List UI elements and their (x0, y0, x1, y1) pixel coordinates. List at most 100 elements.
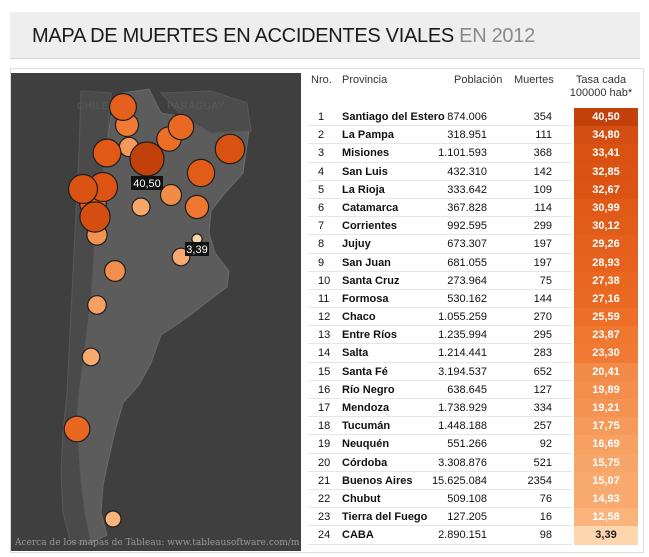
map-bubble[interactable] (167, 113, 195, 141)
row-number: 9 (318, 256, 325, 269)
table-row[interactable]: 23 Tierra del Fuego 127.205 16 12,58 (308, 508, 640, 527)
row-number: 5 (318, 183, 325, 196)
row-poblacion: 127.205 (447, 511, 487, 524)
table-row[interactable]: 21 Buenos Aires 15.625.084 2354 15,07 (308, 471, 640, 491)
header-provincia[interactable]: Provincia (342, 74, 388, 86)
row-provincia: Río Negro (342, 383, 395, 396)
map-bubble[interactable] (81, 347, 101, 367)
marker-label-text-min: 3,39 (186, 244, 207, 256)
row-tasa: 27,38 (574, 271, 638, 290)
map-panel[interactable]: CHILE PARAGUAY 40,50 3,39 Acerca de los … (11, 73, 301, 551)
row-muertes: 521 (533, 456, 552, 469)
page-title: MAPA DE MUERTES EN ACCIDENTES VIALES EN … (32, 25, 535, 48)
table-row[interactable]: 8 Jujuy 673.307 197 29,26 (308, 235, 640, 254)
row-poblacion: 432.310 (447, 165, 487, 178)
table-row[interactable]: 19 Neuquén 551.266 92 16,69 (308, 435, 640, 454)
table-row[interactable]: 20 Córdoba 3.308.876 521 15,75 (308, 453, 640, 472)
map-bubble[interactable] (108, 93, 137, 121)
title-bar: MAPA DE MUERTES EN ACCIDENTES VIALES EN … (10, 12, 640, 59)
map-bubble[interactable] (184, 194, 210, 220)
table-body: 1 Santiago del Estero 874.006 354 40,50 2 La P… (308, 108, 640, 545)
table-row[interactable]: 16 Río Negro 638.645 127 19,89 (308, 380, 640, 400)
row-tasa: 30,99 (574, 198, 638, 218)
table-row[interactable]: 3 Misiones 1.101.593 368 33,41 (308, 144, 640, 163)
row-tasa: 34,80 (574, 126, 638, 145)
row-muertes: 142 (533, 165, 552, 178)
row-muertes: 299 (533, 220, 552, 233)
row-number: 15 (318, 365, 331, 378)
table-row[interactable]: 17 Mendoza 1.738.929 334 19,21 (308, 399, 640, 418)
row-tasa: 29,26 (574, 235, 638, 254)
row-muertes: 144 (533, 292, 552, 305)
map-bubble[interactable] (186, 158, 216, 188)
table-row[interactable]: 14 Salta 1.214.441 283 23,30 (308, 344, 640, 363)
row-provincia: Tucumán (342, 420, 391, 433)
row-number: 8 (318, 238, 325, 251)
row-tasa: 27,16 (574, 289, 638, 309)
row-tasa: 30,12 (574, 217, 638, 236)
row-provincia: Formosa (342, 292, 389, 305)
row-provincia: Salta (342, 347, 369, 360)
table-row[interactable]: 6 Catamarca 367.828 114 30,99 (308, 198, 640, 218)
table-row[interactable]: 22 Chubut 509.108 76 14,93 (308, 489, 640, 509)
table-row[interactable]: 18 Tucumán 1.448.188 257 17,75 (308, 417, 640, 436)
map-bubble[interactable] (63, 415, 91, 443)
table-row[interactable]: 7 Corrientes 992.595 299 30,12 (308, 217, 640, 236)
row-provincia: Santa Fé (342, 365, 388, 378)
header-tasa[interactable]: Tasa cada 100000 hab* (569, 74, 633, 99)
table-row[interactable]: 10 Santa Cruz 273.964 75 27,38 (308, 271, 640, 291)
row-tasa: 25,59 (574, 308, 638, 327)
map-bubble[interactable] (159, 183, 183, 207)
table-row[interactable]: 12 Chaco 1.055.259 270 25,59 (308, 308, 640, 327)
row-provincia: Mendoza (342, 402, 390, 414)
table-row[interactable]: 4 San Luis 432.310 142 32,85 (308, 162, 640, 181)
row-number: 19 (318, 438, 331, 451)
row-muertes: 257 (533, 420, 552, 433)
row-muertes: 197 (533, 256, 552, 269)
table-row[interactable]: 2 La Pampa 318.951 111 34,80 (308, 126, 640, 145)
row-number: 23 (318, 511, 331, 524)
row-poblacion: 1.448.188 (438, 420, 487, 433)
row-provincia: Neuquén (342, 438, 390, 451)
row-poblacion: 367.828 (447, 201, 487, 214)
row-poblacion: 874.006 (447, 111, 487, 123)
table-header: Nro. Provincia Población Muertes Tasa ca… (308, 73, 640, 107)
row-muertes: 111 (535, 129, 552, 142)
row-provincia: Chaco (342, 311, 376, 324)
map-bubble[interactable] (129, 141, 165, 177)
map-bubble[interactable] (87, 295, 107, 315)
row-tasa: 20,41 (574, 362, 638, 381)
bubble-layer (63, 93, 246, 528)
map-svg[interactable]: CHILE PARAGUAY 40,50 3,39 (11, 73, 301, 551)
row-poblacion: 681.055 (447, 256, 487, 269)
map-bubble[interactable] (67, 173, 99, 205)
map-bubble[interactable] (92, 138, 122, 168)
row-muertes: 76 (539, 492, 552, 505)
map-credit[interactable]: Acerca de los mapas de Tableau: www.tabl… (15, 538, 300, 548)
row-number: 18 (318, 420, 331, 433)
table-row[interactable]: 24 CABA 2.890.151 98 3,39 (308, 526, 640, 545)
table-row[interactable]: 13 Entre Ríos 1.235.994 295 23,87 (308, 326, 640, 345)
header-nro[interactable]: Nro. (311, 74, 332, 86)
map-bubble[interactable] (131, 197, 151, 217)
row-tasa: 14,93 (574, 489, 638, 509)
row-tasa: 28,93 (574, 253, 638, 272)
table-row[interactable]: 15 Santa Fé 3.194.537 652 20,41 (308, 362, 640, 382)
header-muertes[interactable]: Muertes (514, 74, 554, 86)
table-row[interactable]: 5 La Rioja 333.642 109 32,67 (308, 180, 640, 200)
row-provincia: Entre Ríos (342, 329, 398, 342)
map-bubble[interactable] (214, 133, 246, 165)
map-bubble[interactable] (103, 260, 126, 283)
table-row[interactable]: 9 San Juan 681.055 197 28,93 (308, 253, 640, 272)
row-muertes: 270 (533, 311, 552, 324)
map-bubble[interactable] (79, 201, 111, 233)
table-row[interactable]: 1 Santiago del Estero 874.006 354 40,50 (308, 108, 640, 127)
row-tasa: 32,85 (574, 162, 638, 181)
row-number: 1 (318, 111, 325, 123)
map-bubble[interactable] (104, 510, 122, 528)
row-muertes: 197 (533, 238, 552, 251)
table-row[interactable]: 11 Formosa 530.162 144 27,16 (308, 289, 640, 309)
row-provincia: Tierra del Fuego (342, 511, 428, 524)
header-poblacion[interactable]: Población (454, 74, 503, 86)
row-poblacion: 318.951 (447, 129, 487, 142)
